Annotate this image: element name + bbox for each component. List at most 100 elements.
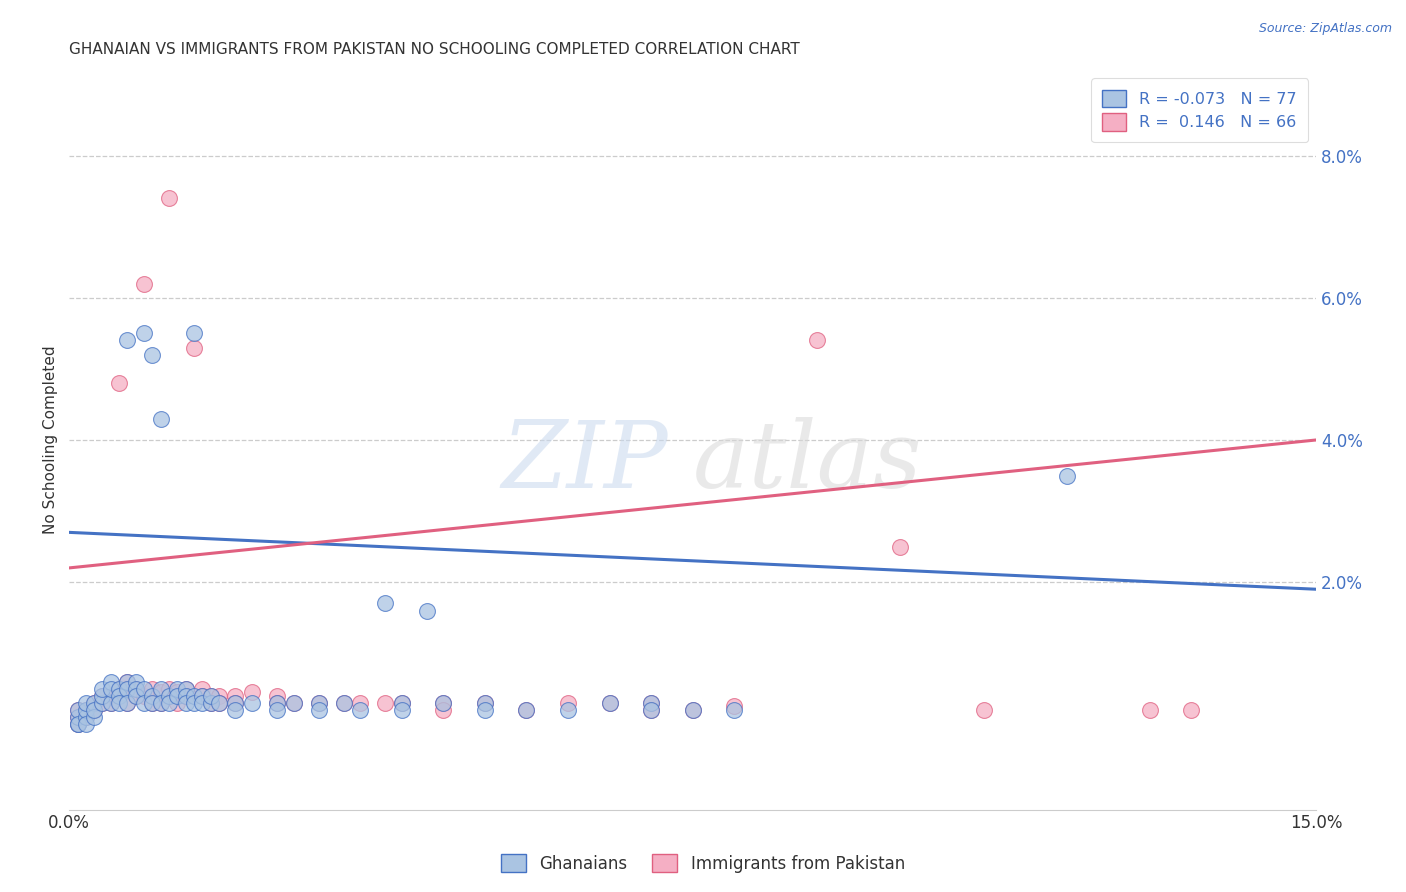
Point xyxy=(723,699,745,714)
Point xyxy=(75,710,97,724)
Point xyxy=(100,696,122,710)
Point xyxy=(200,696,222,710)
Point xyxy=(240,696,263,710)
Point xyxy=(415,603,437,617)
Point xyxy=(474,703,496,717)
Point xyxy=(83,703,105,717)
Point xyxy=(157,689,180,703)
Point xyxy=(166,685,188,699)
Point xyxy=(183,341,205,355)
Point xyxy=(100,696,122,710)
Y-axis label: No Schooling Completed: No Schooling Completed xyxy=(44,346,58,534)
Point xyxy=(91,681,114,696)
Point xyxy=(266,689,288,703)
Point xyxy=(224,689,246,703)
Point xyxy=(108,689,131,703)
Point xyxy=(432,703,454,717)
Point xyxy=(149,696,172,710)
Point xyxy=(640,703,662,717)
Point xyxy=(117,674,139,689)
Point xyxy=(125,681,148,696)
Point xyxy=(174,689,197,703)
Point xyxy=(723,703,745,717)
Point xyxy=(224,696,246,710)
Point xyxy=(83,703,105,717)
Point xyxy=(283,696,305,710)
Point xyxy=(75,696,97,710)
Point xyxy=(132,681,155,696)
Point xyxy=(191,689,214,703)
Point xyxy=(349,696,371,710)
Point xyxy=(191,696,214,710)
Point xyxy=(117,334,139,348)
Point xyxy=(224,696,246,710)
Point xyxy=(224,703,246,717)
Point xyxy=(200,696,222,710)
Point xyxy=(557,703,579,717)
Point xyxy=(474,696,496,710)
Point xyxy=(141,696,163,710)
Point xyxy=(100,674,122,689)
Point xyxy=(157,191,180,205)
Point xyxy=(83,696,105,710)
Point xyxy=(266,696,288,710)
Point xyxy=(682,703,704,717)
Point xyxy=(283,696,305,710)
Point xyxy=(174,681,197,696)
Point xyxy=(83,696,105,710)
Point xyxy=(149,411,172,425)
Point xyxy=(200,689,222,703)
Point xyxy=(308,696,330,710)
Point xyxy=(166,681,188,696)
Point xyxy=(682,703,704,717)
Point xyxy=(91,689,114,703)
Point xyxy=(66,703,89,717)
Point xyxy=(132,689,155,703)
Point xyxy=(183,696,205,710)
Point xyxy=(117,674,139,689)
Point xyxy=(157,696,180,710)
Point xyxy=(332,696,354,710)
Point xyxy=(100,681,122,696)
Point xyxy=(599,696,621,710)
Point xyxy=(117,696,139,710)
Text: GHANAIAN VS IMMIGRANTS FROM PAKISTAN NO SCHOOLING COMPLETED CORRELATION CHART: GHANAIAN VS IMMIGRANTS FROM PAKISTAN NO … xyxy=(69,42,800,57)
Point xyxy=(973,703,995,717)
Point xyxy=(141,681,163,696)
Point xyxy=(125,689,148,703)
Point xyxy=(806,334,828,348)
Legend: Ghanaians, Immigrants from Pakistan: Ghanaians, Immigrants from Pakistan xyxy=(495,847,911,880)
Point xyxy=(240,685,263,699)
Point xyxy=(183,689,205,703)
Point xyxy=(191,689,214,703)
Point xyxy=(91,696,114,710)
Point xyxy=(83,710,105,724)
Text: Source: ZipAtlas.com: Source: ZipAtlas.com xyxy=(1258,22,1392,36)
Point xyxy=(208,696,231,710)
Point xyxy=(66,717,89,731)
Point xyxy=(100,689,122,703)
Point xyxy=(308,696,330,710)
Point xyxy=(108,376,131,391)
Point xyxy=(191,681,214,696)
Point xyxy=(166,696,188,710)
Point xyxy=(1139,703,1161,717)
Point xyxy=(174,696,197,710)
Point xyxy=(208,689,231,703)
Point xyxy=(125,689,148,703)
Point xyxy=(432,696,454,710)
Point xyxy=(166,689,188,703)
Point xyxy=(75,710,97,724)
Point xyxy=(557,696,579,710)
Point xyxy=(75,703,97,717)
Point xyxy=(889,540,911,554)
Point xyxy=(75,717,97,731)
Point xyxy=(391,703,413,717)
Point xyxy=(1180,703,1202,717)
Point xyxy=(640,696,662,710)
Point xyxy=(157,681,180,696)
Point xyxy=(117,681,139,696)
Point xyxy=(183,326,205,341)
Point xyxy=(332,696,354,710)
Point xyxy=(108,681,131,696)
